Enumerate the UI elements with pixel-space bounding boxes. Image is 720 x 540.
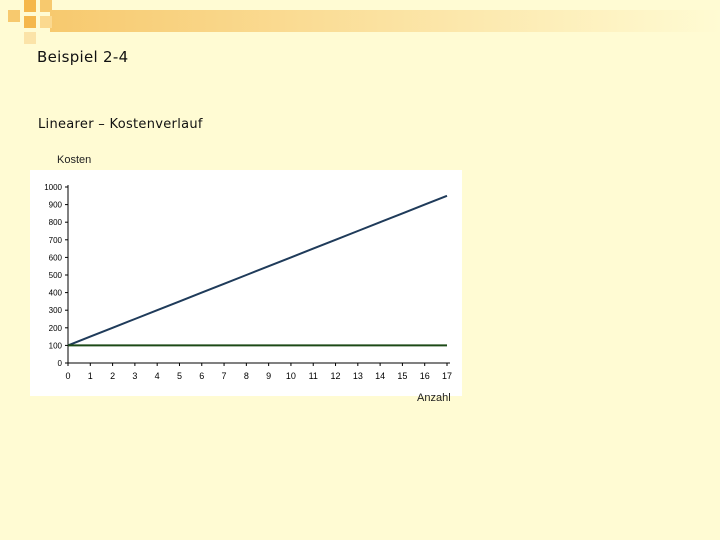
y-tick-label: 0	[58, 359, 63, 368]
x-tick-label: 4	[155, 371, 160, 381]
y-tick-label: 400	[49, 289, 63, 298]
y-tick-label: 600	[49, 253, 63, 262]
y-tick-label: 700	[49, 236, 63, 245]
x-tick-label: 2	[110, 371, 115, 381]
x-tick-label: 6	[199, 371, 204, 381]
y-tick-label: 800	[49, 218, 63, 227]
chart-subtitle: Linearer – Kostenverlauf	[38, 117, 203, 132]
y-tick-label: 1000	[44, 183, 62, 192]
plot-background	[30, 170, 462, 396]
x-tick-label: 0	[65, 371, 70, 381]
chart-area: 0 100 200 300 400 500 600 700 800 900 1000 0 1 2 3 4 5 6 7…	[30, 170, 462, 396]
deco-square	[24, 0, 36, 12]
y-axis-label: Kosten	[57, 154, 92, 166]
slide-title: Beispiel 2-4	[37, 48, 129, 66]
y-tick-label: 300	[49, 306, 63, 315]
x-tick-label: 8	[244, 371, 249, 381]
y-tick-label: 100	[49, 341, 63, 350]
deco-square	[40, 16, 52, 28]
y-tick-label: 200	[49, 324, 63, 333]
deco-square	[24, 16, 36, 28]
deco-square	[40, 0, 52, 12]
x-tick-label: 16	[420, 371, 430, 381]
x-tick-label: 14	[375, 371, 385, 381]
x-tick-label: 7	[222, 371, 227, 381]
header-decoration	[8, 0, 720, 44]
x-axis-label: Anzahl	[417, 392, 451, 404]
x-tick-label: 3	[132, 371, 137, 381]
x-tick-label: 11	[309, 371, 318, 381]
deco-square	[24, 32, 36, 44]
x-tick-label: 15	[397, 371, 407, 381]
x-tick-label: 1	[88, 371, 93, 381]
total-cost-line	[67, 194, 448, 347]
x-tick-label: 9	[266, 371, 271, 381]
x-tick-label: 12	[331, 371, 341, 381]
x-tick-label: 17	[442, 371, 452, 381]
deco-square	[8, 10, 20, 22]
x-tick-label: 5	[177, 371, 182, 381]
x-tick-label: 13	[353, 371, 363, 381]
x-tick-label: 10	[286, 371, 296, 381]
y-tick-label: 900	[49, 201, 63, 210]
y-tick-label: 500	[49, 271, 63, 280]
header-gradient-bar	[50, 10, 720, 32]
